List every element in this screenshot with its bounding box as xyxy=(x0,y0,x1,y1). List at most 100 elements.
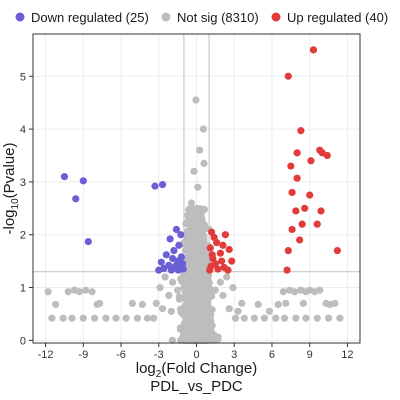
legend-swatch-notsig xyxy=(161,12,171,22)
not-sig-point xyxy=(195,311,204,320)
notsig-point xyxy=(187,199,196,207)
not-sig-point xyxy=(193,204,201,213)
notsig-point xyxy=(316,286,324,294)
down-point xyxy=(170,246,178,255)
notsig-point xyxy=(59,314,67,322)
x-axis-ticks: -12 -9 -6 -3 0 3 6 9 12 xyxy=(38,343,354,361)
notsig-point xyxy=(302,314,310,322)
x-tick-label: -3 xyxy=(154,349,164,361)
legend-label-notsig: Not sig (8310) xyxy=(177,10,259,25)
not-sig-point xyxy=(189,336,197,344)
notsig-point xyxy=(186,268,194,276)
legend-swatch-down xyxy=(15,12,25,22)
notsig-point xyxy=(199,125,208,133)
up-point xyxy=(225,245,233,254)
up-point xyxy=(298,220,306,228)
up-point xyxy=(307,157,315,165)
not-sig-point xyxy=(196,301,204,309)
notsig-point xyxy=(190,167,198,175)
down-point xyxy=(175,241,183,249)
down-point xyxy=(79,177,87,185)
notsig-point xyxy=(292,314,300,322)
notsig-point xyxy=(282,299,290,307)
notsig-point xyxy=(219,291,227,300)
chart-title: PDL_vs_PDC xyxy=(150,378,243,395)
y-axis-title: -log10(Pvalue) xyxy=(1,143,21,235)
notsig-point xyxy=(272,314,280,322)
notsig-point xyxy=(122,314,130,322)
notsig-point xyxy=(161,273,169,281)
up-point xyxy=(297,127,305,135)
not-sig-point xyxy=(168,336,177,344)
up-point xyxy=(292,207,300,215)
notsig-point xyxy=(79,314,87,322)
not-sig-point xyxy=(192,284,200,293)
up-point xyxy=(219,241,227,249)
not-sig-point xyxy=(193,239,201,247)
not-sig-point xyxy=(198,245,207,253)
notsig-point xyxy=(240,314,248,322)
up-point xyxy=(317,207,325,215)
up-point xyxy=(283,266,291,274)
down-point xyxy=(166,235,174,243)
y-tick-label: 2 xyxy=(20,230,26,242)
up-point xyxy=(293,149,301,157)
notsig-point xyxy=(225,305,233,313)
y-tick-label: 1 xyxy=(20,283,26,295)
notsig-point xyxy=(231,314,240,322)
notsig-point xyxy=(211,286,219,294)
up-point xyxy=(309,46,318,54)
notsig-point xyxy=(260,314,269,322)
x-tick-label: 3 xyxy=(231,349,237,361)
notsig-point xyxy=(200,159,208,168)
notsig-point xyxy=(336,314,344,322)
notsig-point xyxy=(75,288,84,296)
notsig-point xyxy=(229,283,237,292)
notsig-point xyxy=(128,299,136,307)
down-point xyxy=(155,266,163,274)
legend: Down regulated (25) Not sig (8310) Up regu… xyxy=(15,10,388,25)
up-point xyxy=(206,244,214,252)
notsig-point xyxy=(280,314,289,322)
notsig-point xyxy=(181,273,189,281)
notsig-point xyxy=(291,288,299,296)
up-point xyxy=(288,188,296,197)
notsig-point xyxy=(238,299,246,307)
down-point xyxy=(158,180,167,189)
notsig-point xyxy=(93,300,101,309)
y-tick-label: 4 xyxy=(20,124,26,136)
x-tick-label: -12 xyxy=(38,349,54,361)
not-sig-point xyxy=(192,322,200,330)
notsig-point xyxy=(192,96,200,104)
not-sig-point xyxy=(187,230,196,239)
notsig-point xyxy=(204,276,212,284)
notsig-point xyxy=(331,299,339,307)
not-sig-point xyxy=(190,277,198,285)
notsig-point xyxy=(205,283,213,292)
notsig-point xyxy=(138,300,147,309)
y-tick-label: 3 xyxy=(20,177,26,189)
not-sig-point xyxy=(207,319,215,327)
notsig-point xyxy=(152,299,160,307)
not-sig-point xyxy=(198,279,206,287)
up-point xyxy=(333,246,341,255)
down-point xyxy=(172,225,180,234)
not-sig-point xyxy=(183,324,191,332)
up-point xyxy=(288,225,296,234)
significant-points xyxy=(60,46,341,274)
up-point xyxy=(284,72,292,80)
notsig-point xyxy=(64,288,72,296)
notsig-point xyxy=(82,286,90,294)
notsig-point xyxy=(158,305,167,313)
down-point xyxy=(84,237,92,246)
up-point xyxy=(293,174,301,182)
down-point xyxy=(151,182,159,190)
notsig-point xyxy=(250,314,258,322)
notsig-point xyxy=(169,278,177,286)
y-tick-label: 5 xyxy=(20,71,26,83)
down-point xyxy=(60,173,69,181)
not-sig-point xyxy=(179,308,187,316)
notsig-point xyxy=(223,273,231,281)
y-axis-ticks: 0 1 2 3 4 5 xyxy=(20,71,33,347)
x-tick-label: 6 xyxy=(269,349,275,361)
